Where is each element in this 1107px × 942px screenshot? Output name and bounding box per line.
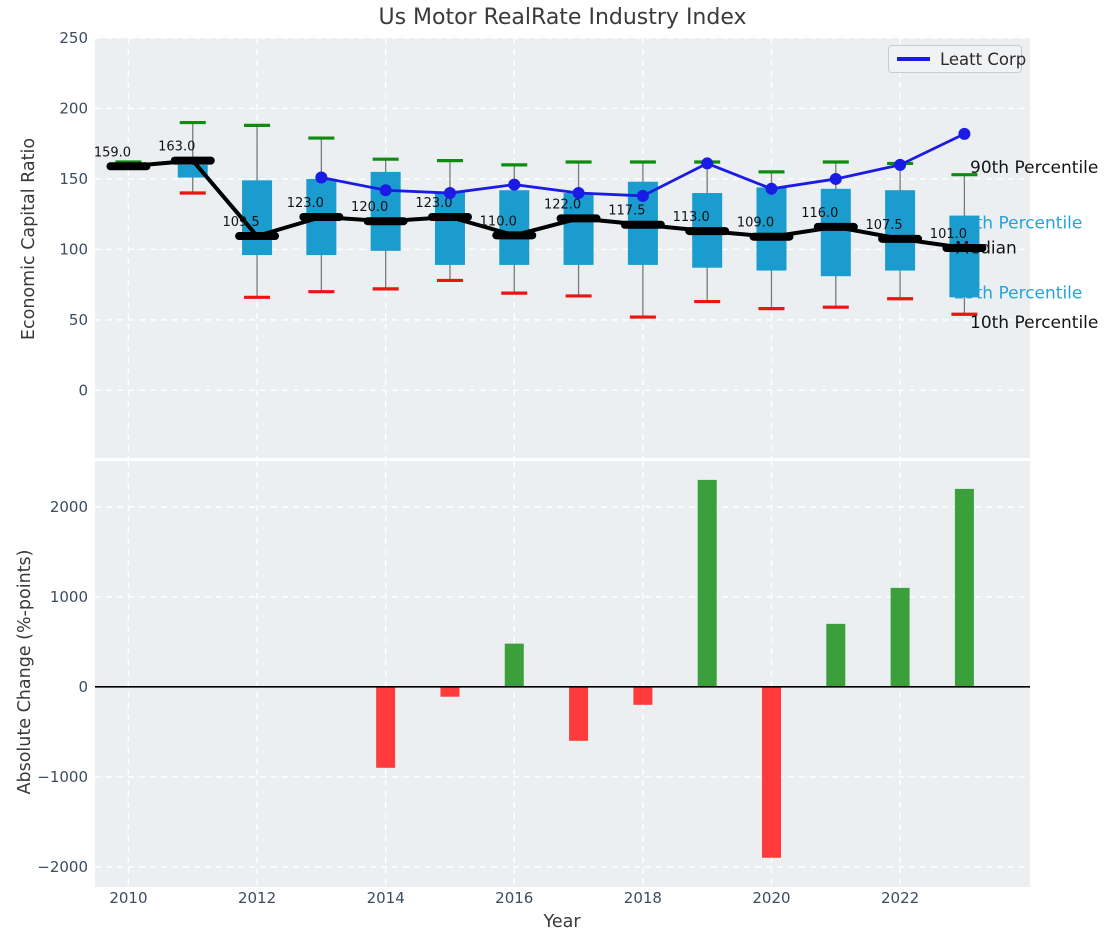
bar <box>569 686 589 741</box>
x-tick-label: 2022 <box>881 889 919 907</box>
y-tick-label: 0 <box>78 678 88 696</box>
company-point <box>379 184 392 197</box>
annotation-label: 10th Percentile <box>970 313 1098 333</box>
bar <box>633 686 653 705</box>
x-tick-label: 2010 <box>109 889 147 907</box>
company-point <box>829 172 842 185</box>
y-tick-label: 200 <box>59 99 88 117</box>
median-value-label: 113.0 <box>673 210 710 225</box>
bar <box>504 643 524 687</box>
median-value-label: 110.0 <box>480 214 517 229</box>
company-point <box>894 158 907 171</box>
median-value-label: 117.5 <box>608 204 645 219</box>
iqr-box <box>499 190 530 265</box>
company-point <box>443 187 456 200</box>
company-point <box>765 182 778 195</box>
axes-background-bottom <box>95 461 1030 887</box>
bar <box>890 587 910 687</box>
bar <box>761 686 781 858</box>
y-tick-label: −1000 <box>37 768 88 786</box>
median-value-label: 107.5 <box>865 218 902 233</box>
company-point <box>508 178 521 191</box>
median-value-label: 123.0 <box>287 196 324 211</box>
bar <box>376 686 396 768</box>
x-tick-label: 2014 <box>367 889 405 907</box>
chart-title: Us Motor RealRate Industry Index <box>378 5 747 30</box>
bar <box>440 686 460 697</box>
x-tick-label: 2016 <box>495 889 533 907</box>
median-value-label: 116.0 <box>801 206 838 221</box>
median-value-label: 109.5 <box>222 215 259 230</box>
y-tick-label: −2000 <box>37 858 88 876</box>
median-value-label: 101.0 <box>930 227 967 242</box>
bar <box>826 623 846 687</box>
iqr-box <box>563 193 594 265</box>
median-value-label: 163.0 <box>158 140 195 155</box>
iqr-box <box>949 215 980 298</box>
y-axis-label-top: Economic Capital Ratio <box>19 137 39 341</box>
y-tick-label: 2000 <box>50 498 88 516</box>
bar <box>697 479 717 687</box>
legend-line-sample <box>897 57 930 61</box>
median-value-label: 122.0 <box>544 197 581 212</box>
median-value-label: 109.0 <box>737 216 774 231</box>
y-axis-label-bottom: Absolute Change (%-points) <box>15 549 35 795</box>
y-tick-label: 150 <box>59 170 88 188</box>
legend-label: Leatt Corp <box>940 49 1027 69</box>
company-point <box>572 187 585 200</box>
x-tick-label: 2020 <box>752 889 790 907</box>
median-value-label: 159.0 <box>94 145 131 160</box>
x-tick-label: 2018 <box>624 889 662 907</box>
company-point <box>958 127 971 140</box>
y-tick-label: 1000 <box>50 588 88 606</box>
x-axis-label: Year <box>543 912 581 932</box>
median-value-label: 120.0 <box>351 200 388 215</box>
annotation-label: 90th Percentile <box>970 158 1098 178</box>
iqr-box <box>756 187 787 271</box>
y-tick-label: 100 <box>59 240 88 258</box>
company-point <box>315 171 328 184</box>
bar <box>954 488 974 687</box>
x-tick-label: 2012 <box>238 889 276 907</box>
company-point <box>636 189 649 202</box>
annotation-label: 25th Percentile <box>954 283 1082 303</box>
iqr-box <box>885 190 916 271</box>
median-value-label: 123.0 <box>415 196 452 211</box>
iqr-box <box>434 191 465 265</box>
y-tick-label: 0 <box>78 381 88 399</box>
company-point <box>701 157 714 170</box>
y-tick-label: 250 <box>59 29 88 47</box>
y-tick-label: 50 <box>69 311 88 329</box>
iqr-box <box>820 188 851 277</box>
annotation-label: 75th Percentile <box>954 214 1082 234</box>
legend: Leatt Corp <box>888 45 1026 73</box>
iqr-box <box>242 180 273 256</box>
